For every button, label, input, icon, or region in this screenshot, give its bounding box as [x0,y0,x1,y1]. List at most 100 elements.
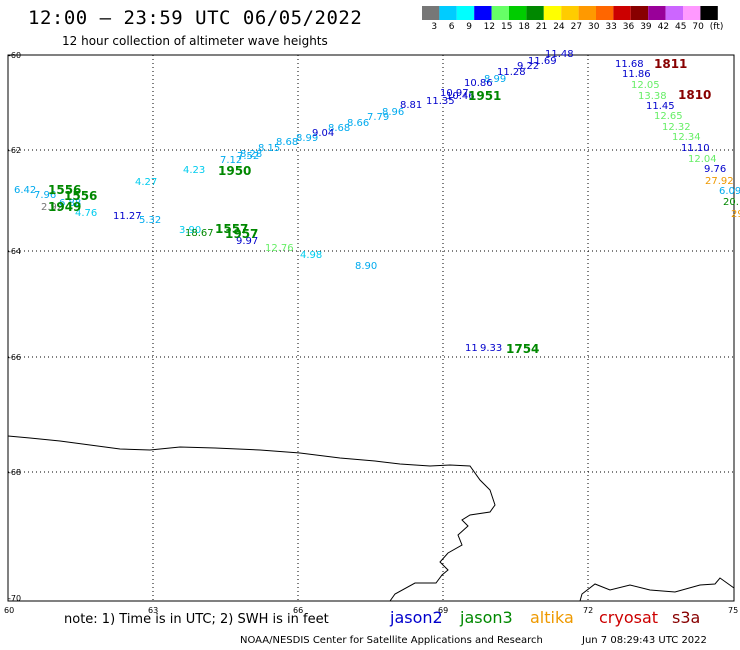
color-scale-swatch [561,6,579,20]
pass-time-label: 1951 [468,89,502,103]
wave-height-value: 5.32 [139,215,162,226]
lat-label: -68 [8,468,22,477]
color-scale-swatch [422,6,440,20]
wave-height-value: 8.99 [484,74,507,85]
color-scale-swatch [683,6,701,20]
color-scale-label: 15 [501,22,513,32]
wave-height-value: 12.76 [265,243,294,254]
color-scale-swatch [613,6,631,20]
color-scale-label: 39 [640,22,652,32]
wave-height-value: 10.97 [440,88,469,99]
wave-height-value: 4.98 [300,250,323,261]
wave-height-value: 6.09 [719,186,740,197]
lat-label: -60 [8,51,22,60]
pass-time-label: 1949 [48,200,82,214]
pass-time-label: 1754 [506,342,540,356]
wave-height-value: 11.28 [497,67,526,78]
wave-height-value: 8.68 [276,137,299,148]
legend-s3a: s3a [672,608,701,627]
color-scale-swatch [648,6,666,20]
wave-height-value: 29 [731,209,740,220]
wave-height-value: 9.97 [236,236,259,247]
lon-label: 75 [728,606,739,615]
wave-height-value: 2.92 [41,202,64,213]
wave-height-value: 9.22 [517,61,540,72]
color-scale-label: 21 [535,22,548,32]
wave-height-value: 8.96 [382,107,405,118]
wave-height-value: 7.96 [34,190,57,201]
wave-height-value: 4.23 [183,165,206,176]
wave-height-value: 20. [723,197,739,208]
map-title: 12:00 – 23:59 UTC 06/05/2022 [28,7,363,29]
color-scale-swatch [578,6,596,20]
lon-label: 72 [583,606,594,615]
wave-height-value: 6.88 [59,198,82,209]
color-scale-label: 12 [483,22,496,32]
lat-label: -70 [8,594,22,603]
lon-label: 60 [4,606,15,615]
color-scale-swatch [439,6,457,20]
coastline-segment [579,577,735,602]
color-scale-swatch [526,6,544,20]
map-subtitle: 12 hour collection of altimeter wave hei… [62,34,328,48]
wave-height-value: 4.76 [75,208,98,219]
wave-height-value: 9.33 [480,343,503,354]
wave-height-value: 11.45 [646,101,675,112]
pass-time-label: 1957 [225,227,259,241]
wave-height-value: 7.79 [367,112,390,123]
color-scale-swatch [543,6,562,20]
color-scale-label: (ft) [709,22,724,32]
wave-height-value: 4.27 [135,177,158,188]
color-scale-label: 36 [622,22,635,32]
wave-height-value: 18.67 [185,228,214,239]
wave-height-value: 11.10 [681,143,710,154]
wave-height-value: 8.99 [296,133,319,144]
color-scale-label: 27 [570,22,583,32]
color-scale-swatch [491,6,509,20]
legend-jason2: jason2 [390,608,443,627]
footer-timestamp: Jun 7 08:29:43 UTC 2022 [582,635,707,646]
wave-height-value: 10.46 [446,91,475,102]
footer-credit: NOAA/NESDIS Center for Satellite Applica… [240,635,543,646]
color-scale-swatch [630,6,649,20]
wave-height-value: 12.05 [631,80,660,91]
color-scale-label: 3 [431,22,438,32]
pass-time-label: 1556 [48,183,82,197]
wave-height-value: 3.90 [179,225,202,236]
wave-height-value: 11.68 [615,59,644,70]
wave-height-value: 9.04 [312,128,335,139]
legend-cryosat: cryosat [599,608,659,627]
lat-label: -64 [8,247,22,256]
lat-label: -66 [8,353,22,362]
color-scale-label: 24 [553,22,565,32]
color-scale-swatch [509,6,527,20]
wave-height-value: 12.34 [672,132,701,143]
color-scale-swatch [596,6,614,20]
color-scale-label: 18 [518,22,530,32]
wave-height-value: 8.28 [240,149,263,160]
pass-time-label: 1950 [218,164,252,178]
antarctic-coastline [7,435,496,602]
wave-height-value: 11.35 [426,96,455,107]
wave-height-value: 8.90 [355,261,378,272]
legend-altika: altika [530,608,574,627]
color-scale-bar [422,6,718,20]
wave-height-value: 6.42 [14,185,37,196]
wave-height-value: 11.27 [113,211,142,222]
wave-height-value: 8.81 [400,100,423,111]
wave-height-value: 8.15 [258,143,281,154]
lon-label: 63 [148,606,159,615]
color-scale-label: 42 [657,22,670,32]
wave-height-value: 11 [465,343,478,354]
color-scale-swatch [474,6,492,20]
color-scale-label: 45 [675,22,687,32]
color-scale-swatch [456,6,475,20]
wave-height-value: 13.38 [638,91,667,102]
pass-time-label: 1811 [654,57,688,71]
color-scale-label: 30 [588,22,600,32]
wave-height-value: 7.52 [237,151,260,162]
color-scale-label: 9 [466,22,472,32]
lon-label: 66 [293,606,304,615]
